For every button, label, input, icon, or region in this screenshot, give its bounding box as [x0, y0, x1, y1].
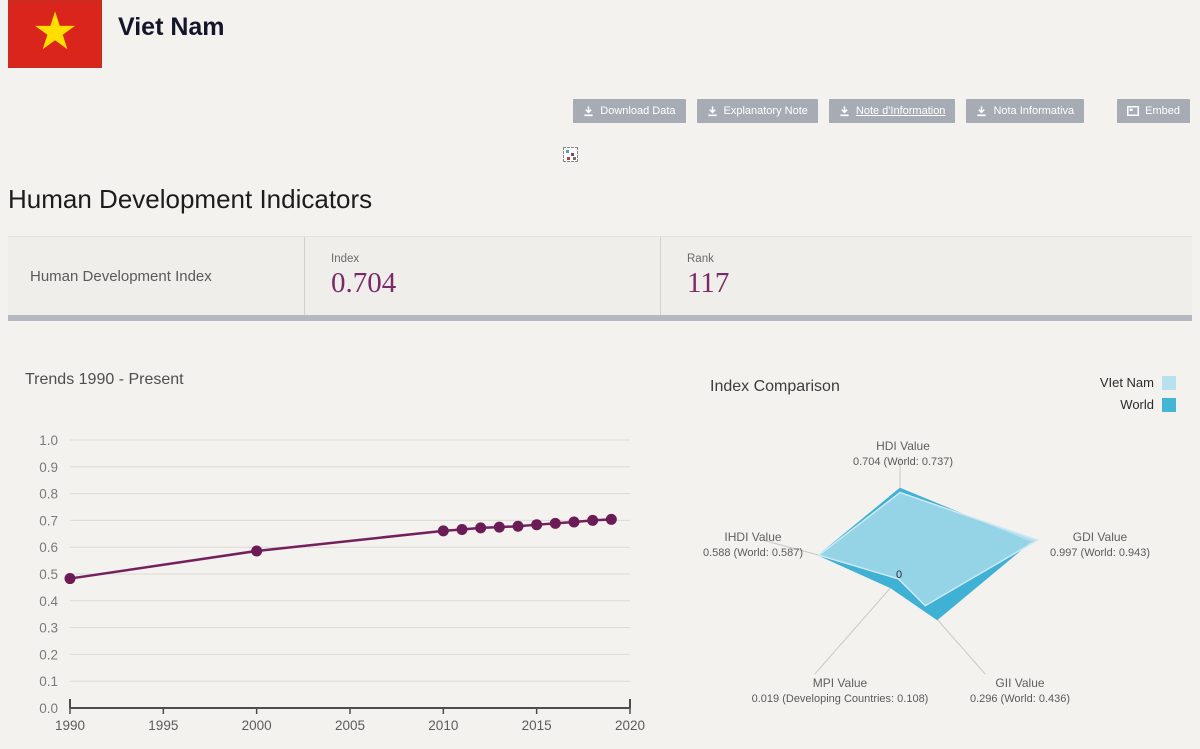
hdi-trend-line — [69, 518, 612, 580]
country-title: Viet Nam — [118, 13, 225, 41]
y-axis-tick-label: 0.5 — [39, 567, 58, 582]
download-icon — [583, 105, 594, 117]
legend-swatch-world-icon — [1162, 397, 1176, 412]
embed-icon — [1127, 106, 1140, 116]
note-d-information-button[interactable]: Note d'Information — [828, 99, 956, 123]
y-axis-tick-label: 0.8 — [39, 487, 58, 502]
trends-line-chart: 0.0 0.1 0.2 0.3 0.4 0.5 0.6 0.7 0.8 0.9 1.0 1990 199… — [39, 433, 645, 733]
x-axis-tick-label: 2020 — [615, 718, 645, 733]
index-label: Index — [331, 253, 360, 265]
legend-item-vietnam[interactable]: VIet Nam — [1100, 375, 1176, 390]
summary-row-label: Human Development Index — [8, 237, 305, 315]
flag-star-icon: ★ — [31, 3, 79, 61]
radar-axis-sublabel: 0.019 (Developing Countries: 0.108) — [752, 693, 929, 705]
radar-series-viet-nam[interactable] — [817, 491, 1040, 607]
download-data-button[interactable]: Download Data — [573, 99, 686, 123]
rank-label: Rank — [687, 253, 714, 265]
data-point-2000[interactable] — [251, 545, 263, 557]
y-axis-tick-label: 0.6 — [39, 540, 58, 555]
embed-button[interactable]: Embed — [1117, 99, 1190, 123]
nota-informativa-button[interactable]: Nota Informativa — [966, 99, 1085, 123]
rank-value: 117 — [687, 267, 730, 299]
radar-axis-sublabel: 0.296 (World: 0.436) — [970, 693, 1070, 705]
explanatory-note-button[interactable]: Explanatory Note — [696, 99, 818, 123]
x-axis-tick-label: 1995 — [148, 718, 178, 733]
vietnam-flag: ★ — [8, 0, 102, 68]
chart-legend: VIet Nam World — [1100, 375, 1176, 412]
legend-label-world: World — [1120, 397, 1154, 412]
data-point-2015[interactable] — [531, 519, 543, 531]
index-comparison-radar-chart: HDI Value 0.704 (World: 0.737) GDI Value 0.… — [703, 439, 1150, 705]
summary-bar: Human Development Index Index 0.704 Rank… — [8, 236, 1192, 315]
button-label: Download Data — [600, 105, 676, 117]
page-title: Human Development Indicators — [8, 184, 373, 214]
radar-center-label: 0 — [896, 569, 902, 581]
button-label: Embed — [1145, 105, 1180, 117]
summary-index-cell: Index 0.704 — [305, 237, 661, 315]
data-point-2014[interactable] — [512, 520, 524, 532]
legend-label-vietnam: VIet Nam — [1099, 375, 1154, 390]
data-point-1990[interactable] — [64, 573, 76, 585]
radar-axis-sublabel: 0.704 (World: 0.737) — [853, 456, 953, 468]
data-point-2018[interactable] — [587, 514, 599, 526]
download-icon — [839, 105, 850, 117]
x-axis-tick-label: 1990 — [55, 718, 85, 733]
download-icon — [707, 105, 718, 117]
data-point-2013[interactable] — [493, 521, 505, 533]
data-point-2016[interactable] — [549, 517, 561, 529]
radar-axis-label: MPI Value — [813, 676, 868, 690]
y-axis-tick-label: 0.2 — [39, 647, 58, 662]
data-point-2011[interactable] — [456, 524, 468, 536]
radar-axis-sublabel: 0.588 (World: 0.587) — [703, 547, 803, 559]
broken-image-icon — [563, 147, 578, 162]
y-axis-tick-label: 0.1 — [39, 674, 58, 689]
radar-axis-label: HDI Value — [876, 439, 930, 453]
x-axis-tick-label: 2010 — [428, 718, 458, 733]
data-point-2017[interactable] — [568, 516, 580, 528]
x-axis-tick-label: 2005 — [335, 718, 365, 733]
button-label: Explanatory Note — [723, 105, 808, 117]
data-point-2010[interactable] — [437, 525, 449, 537]
legend-item-world[interactable]: World — [1120, 397, 1176, 412]
toolbar: Download Data Explanatory Note Note d'Info… — [573, 99, 1190, 123]
legend-swatch-vietnam-icon — [1162, 375, 1176, 390]
button-label: Nota Informativa — [993, 105, 1075, 117]
radar-axis — [814, 576, 901, 675]
trends-chart-title: Trends 1990 - Present — [25, 371, 184, 388]
x-axis-tick-label: 2015 — [522, 718, 552, 733]
x-axis-tick-label: 2000 — [242, 718, 272, 733]
summary-rank-cell: Rank 117 — [661, 237, 1192, 315]
summary-divider — [8, 315, 1192, 321]
y-axis-tick-label: 0.7 — [39, 513, 58, 528]
y-axis-tick-label: 0.3 — [39, 621, 58, 636]
y-axis-tick-label: 0.0 — [39, 701, 58, 716]
y-axis-tick-label: 1.0 — [39, 433, 58, 448]
index-value: 0.704 — [331, 267, 397, 299]
data-point-2012[interactable] — [475, 522, 487, 534]
y-axis-tick-label: 0.4 — [39, 594, 58, 609]
y-axis-tick-label: 0.9 — [39, 460, 58, 475]
button-label: Note d'Information — [855, 105, 946, 117]
radar-axis-label: GDI Value — [1073, 530, 1128, 544]
comparison-chart-title: Index Comparison — [710, 378, 840, 395]
download-icon — [976, 105, 987, 117]
radar-axis-label: GII Value — [995, 676, 1044, 690]
radar-axis-label: IHDI Value — [724, 530, 781, 544]
data-point-2019[interactable] — [605, 513, 617, 525]
radar-axis-sublabel: 0.997 (World: 0.943) — [1050, 547, 1150, 559]
